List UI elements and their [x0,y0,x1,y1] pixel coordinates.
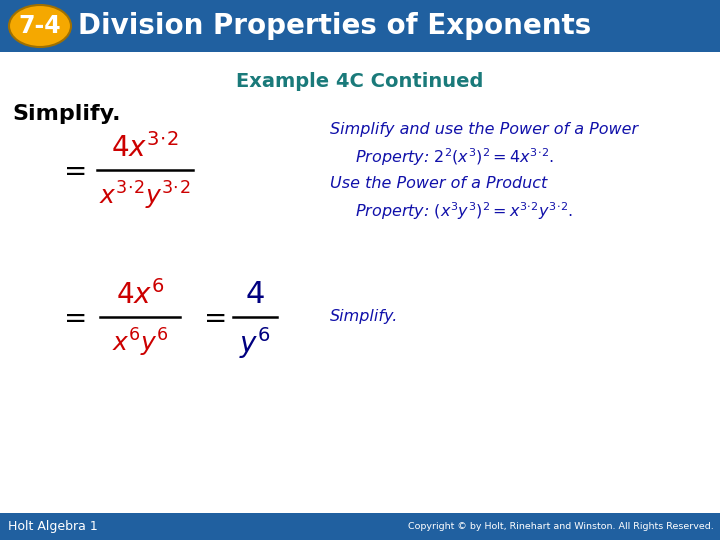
Text: Copyright © by Holt, Rinehart and Winston. All Rights Reserved.: Copyright © by Holt, Rinehart and Winsto… [408,522,714,531]
Text: Holt Algebra 1: Holt Algebra 1 [8,520,98,533]
Text: Property: $(x^3y^3)^2 = x^{3\!\cdot\!2}y^{3\!\cdot\!2}.$: Property: $(x^3y^3)^2 = x^{3\!\cdot\!2}y… [355,200,573,222]
Bar [0,513,720,540]
Text: Example 4C Continued: Example 4C Continued [236,72,484,91]
Text: $=$: $=$ [58,156,86,184]
Text: Use the Power of a Product: Use the Power of a Product [330,177,547,192]
Text: $4x^{3\!\cdot\!2}$: $4x^{3\!\cdot\!2}$ [111,133,179,163]
Text: $4$: $4$ [245,280,265,309]
Text: $x^{3\!\cdot\!2}y^{3\!\cdot\!2}$: $x^{3\!\cdot\!2}y^{3\!\cdot\!2}$ [99,180,191,212]
Text: $y^6$: $y^6$ [239,325,271,361]
Text: 7-4: 7-4 [19,14,61,38]
Text: $=$: $=$ [58,303,86,331]
Text: $=$: $=$ [198,303,226,331]
Text: $x^6y^6$: $x^6y^6$ [112,327,168,359]
Text: Simplify.: Simplify. [330,309,398,325]
Text: $4x^6$: $4x^6$ [116,280,164,310]
Text: Simplify.: Simplify. [12,104,120,124]
Text: Property: $2^2(x^3)^2 = 4x^{3\!\cdot\!2}.$: Property: $2^2(x^3)^2 = 4x^{3\!\cdot\!2}… [355,146,554,168]
Text: Simplify and use the Power of a Power: Simplify and use the Power of a Power [330,123,638,138]
Text: Division Properties of Exponents: Division Properties of Exponents [78,12,591,40]
Ellipse shape [9,5,71,47]
Bar [0,0,720,52]
